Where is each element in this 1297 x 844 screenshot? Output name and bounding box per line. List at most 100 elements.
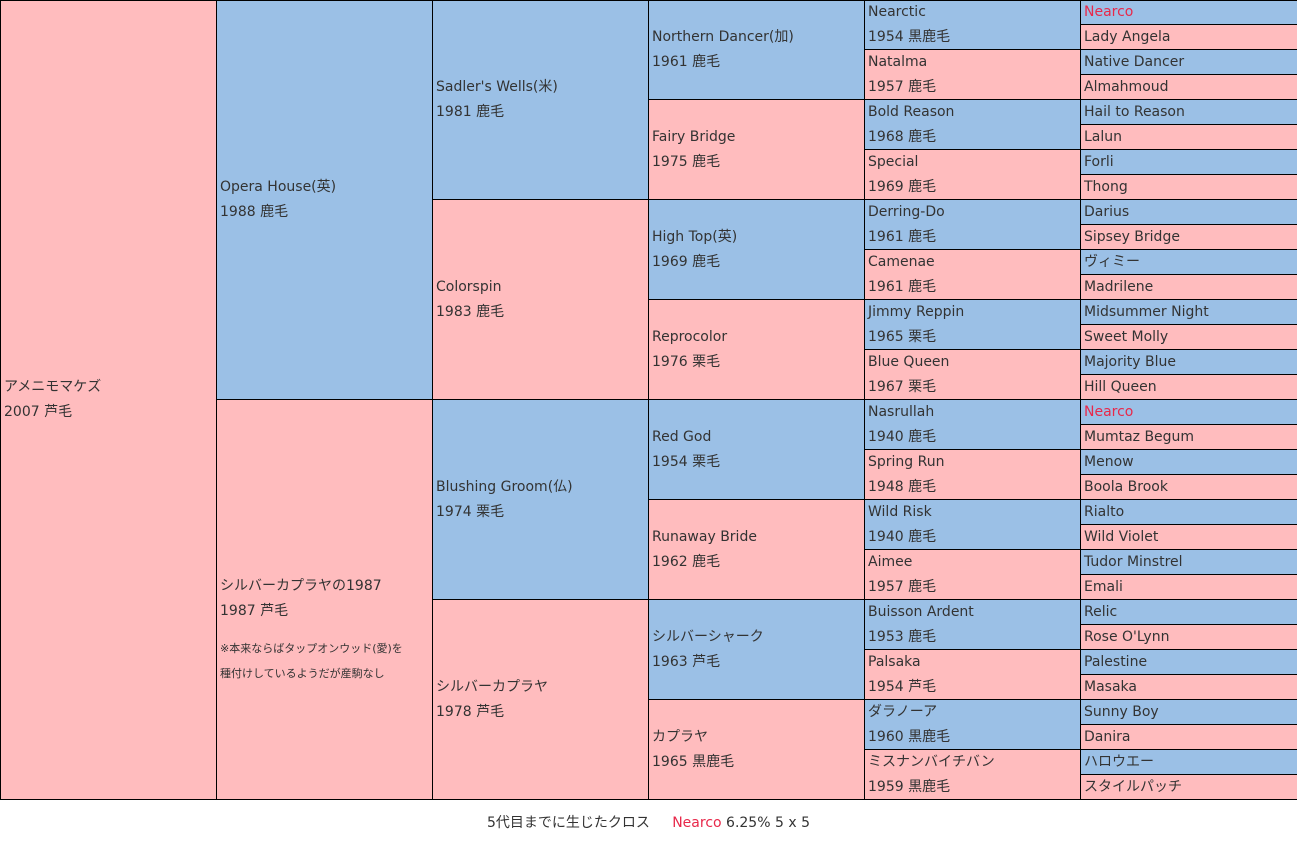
horse-name-link[interactable]: Nasrullah bbox=[868, 403, 935, 420]
cross-horse-link[interactable]: Nearco bbox=[672, 815, 722, 831]
horse-name-link[interactable]: Nearctic bbox=[868, 4, 926, 20]
horse-name-link[interactable]: シルバーシャーク bbox=[652, 628, 764, 645]
horse-name-link[interactable]: Masaka bbox=[1084, 678, 1137, 695]
horse-name-link[interactable]: Sunny Boy bbox=[1084, 703, 1159, 720]
horse-name-link[interactable]: Rialto bbox=[1084, 503, 1125, 520]
horse-name-link[interactable]: Almahmoud bbox=[1084, 78, 1169, 95]
horse-name-link[interactable]: Hail to Reason bbox=[1084, 103, 1185, 120]
horse-name-link[interactable]: ハロウエー bbox=[1084, 753, 1154, 770]
horse-name-link[interactable]: Hill Queen bbox=[1084, 378, 1157, 395]
horse-name-link[interactable]: Wild Risk bbox=[868, 503, 932, 520]
horse-year-color: 1961 鹿毛 bbox=[868, 278, 937, 295]
horse-name-link[interactable]: Relic bbox=[1084, 603, 1118, 620]
horse-name-link[interactable]: Madrilene bbox=[1084, 278, 1154, 295]
horse-name-link[interactable]: アメニモマケズ bbox=[4, 379, 102, 395]
horse-year-color: 1976 栗毛 bbox=[652, 353, 721, 370]
inbreeding-summary: 5代目までに生じたクロス Nearco 6.25% 5 x 5 bbox=[0, 812, 1297, 832]
horse-name-link[interactable]: Palsaka bbox=[868, 653, 921, 670]
horse-name-link[interactable]: Buisson Ardent bbox=[868, 603, 974, 620]
horse-name-link[interactable]: Spring Run bbox=[868, 453, 945, 470]
pedigree-cell-gen5: Madrilene bbox=[1080, 274, 1297, 300]
horse-name-link[interactable]: Native Dancer bbox=[1084, 53, 1185, 70]
horse-year-color: 1974 栗毛 bbox=[436, 503, 505, 520]
pedigree-cell-gen2: Blushing Groom(仏) 1974 栗毛 bbox=[432, 399, 649, 600]
pedigree-cell-gen4: Nasrullah 1940 鹿毛 bbox=[864, 399, 1081, 450]
horse-name-link[interactable]: Fairy Bridge bbox=[652, 128, 736, 145]
pedigree-cell-gen4: Natalma 1957 鹿毛 bbox=[864, 49, 1081, 100]
horse-name-link[interactable]: シルバーカプラヤ bbox=[436, 678, 548, 695]
horse-name-link[interactable]: Blushing Groom(仏) bbox=[436, 478, 573, 495]
horse-name-link[interactable]: Wild Violet bbox=[1084, 528, 1159, 545]
pedigree-cell-gen5: Sweet Molly bbox=[1080, 324, 1297, 350]
horse-name-link[interactable]: Special bbox=[868, 153, 919, 170]
pedigree-cell-gen5: Masaka bbox=[1080, 674, 1297, 700]
pedigree-cell-gen1: Opera House(英) 1988 鹿毛 bbox=[216, 0, 433, 400]
horse-name-link[interactable]: Bold Reason bbox=[868, 103, 955, 120]
horse-name-link[interactable]: Sipsey Bridge bbox=[1084, 228, 1180, 245]
horse-name-link[interactable]: Lalun bbox=[1084, 128, 1123, 145]
horse-year-color: 1954 芦毛 bbox=[868, 678, 937, 695]
horse-name-link[interactable]: Runaway Bride bbox=[652, 528, 757, 545]
pedigree-cell-gen0: アメニモマケズ 2007 芦毛 bbox=[0, 0, 217, 800]
horse-name-link[interactable]: Menow bbox=[1084, 453, 1134, 470]
horse-name-link[interactable]: Reprocolor bbox=[652, 328, 728, 345]
horse-name-link[interactable]: Jimmy Reppin bbox=[868, 303, 965, 320]
horse-name-link[interactable]: Tudor Minstrel bbox=[1084, 553, 1183, 570]
horse-name-link[interactable]: Sadler's Wells(米) bbox=[436, 79, 558, 95]
horse-year-color: 1957 鹿毛 bbox=[868, 78, 937, 95]
horse-year-color: 1953 鹿毛 bbox=[868, 628, 937, 645]
pedigree-cell-gen5: Relic bbox=[1080, 599, 1297, 625]
horse-year-color: 1961 鹿毛 bbox=[868, 228, 937, 245]
horse-name-link[interactable]: Nearco bbox=[1084, 4, 1134, 20]
horse-year-color: 1948 鹿毛 bbox=[868, 478, 937, 495]
horse-name-link[interactable]: Boola Brook bbox=[1084, 478, 1168, 495]
horse-name-link[interactable]: シルバーカプラヤの1987 bbox=[220, 578, 382, 594]
horse-name-link[interactable]: Midsummer Night bbox=[1084, 303, 1209, 320]
horse-name-link[interactable]: ヴィミー bbox=[1084, 253, 1140, 270]
horse-name-link[interactable]: Lady Angela bbox=[1084, 28, 1171, 45]
horse-name-link[interactable]: Derring-Do bbox=[868, 203, 945, 220]
horse-name-link[interactable]: Camenae bbox=[868, 253, 935, 270]
pedigree-cell-gen5: スタイルパッチ bbox=[1080, 774, 1297, 800]
horse-name-link[interactable]: Colorspin bbox=[436, 278, 502, 295]
pedigree-cell-gen4: Buisson Ardent 1953 鹿毛 bbox=[864, 599, 1081, 650]
horse-name-link[interactable]: Blue Queen bbox=[868, 353, 950, 370]
horse-name-link[interactable]: Natalma bbox=[868, 53, 928, 70]
horse-name-link[interactable]: スタイルパッチ bbox=[1084, 778, 1182, 795]
pedigree-cell-gen5: Boola Brook bbox=[1080, 474, 1297, 500]
pedigree-cell-gen5: Forli bbox=[1080, 149, 1297, 175]
horse-name-link[interactable]: High Top(英) bbox=[652, 228, 738, 245]
horse-name-link[interactable]: Northern Dancer(加) bbox=[652, 29, 794, 45]
pedigree-cell-gen5: Lalun bbox=[1080, 124, 1297, 150]
horse-year-color: 1954 黒鹿毛 bbox=[868, 29, 951, 45]
horse-name-link[interactable]: Mumtaz Begum bbox=[1084, 428, 1195, 445]
pedigree-cell-gen3: カプラヤ 1965 黒鹿毛 bbox=[648, 699, 865, 800]
pedigree-cell-gen5: Thong bbox=[1080, 174, 1297, 200]
horse-year-color: 1965 黒鹿毛 bbox=[652, 753, 735, 770]
pedigree-cell-gen4: ダラノーア 1960 黒鹿毛 bbox=[864, 699, 1081, 750]
horse-name-link[interactable]: ミスナンバイチバン bbox=[868, 753, 995, 770]
pedigree-cell-gen2: Colorspin 1983 鹿毛 bbox=[432, 199, 649, 400]
horse-name-link[interactable]: Red God bbox=[652, 428, 712, 445]
horse-name-link[interactable]: Forli bbox=[1084, 153, 1114, 170]
horse-name-link[interactable]: Opera House(英) bbox=[220, 179, 337, 195]
horse-name-link[interactable]: Palestine bbox=[1084, 653, 1148, 670]
pedigree-cell-gen4: ミスナンバイチバン 1959 黒鹿毛 bbox=[864, 749, 1081, 800]
horse-name-link[interactable]: Nearco bbox=[1084, 403, 1134, 420]
pedigree-cell-gen5: ハロウエー bbox=[1080, 749, 1297, 775]
horse-name-link[interactable]: Thong bbox=[1084, 178, 1128, 195]
horse-name-link[interactable]: ダラノーア bbox=[868, 703, 938, 720]
pedigree-cell-gen5: Lady Angela bbox=[1080, 24, 1297, 50]
horse-name-link[interactable]: Danira bbox=[1084, 728, 1131, 745]
horse-name-link[interactable]: Darius bbox=[1084, 203, 1130, 220]
cross-label: 5代目までに生じたクロス bbox=[487, 815, 650, 831]
pedigree-cell-gen5: Midsummer Night bbox=[1080, 299, 1297, 325]
horse-name-link[interactable]: Majority Blue bbox=[1084, 353, 1176, 370]
horse-name-link[interactable]: Rose O'Lynn bbox=[1084, 628, 1170, 645]
horse-name-link[interactable]: Aimee bbox=[868, 553, 913, 570]
horse-name-link[interactable]: Emali bbox=[1084, 578, 1123, 595]
horse-name-link[interactable]: Sweet Molly bbox=[1084, 328, 1169, 345]
pedigree-cell-gen4: Bold Reason 1968 鹿毛 bbox=[864, 99, 1081, 150]
horse-name-link[interactable]: カプラヤ bbox=[652, 728, 708, 745]
